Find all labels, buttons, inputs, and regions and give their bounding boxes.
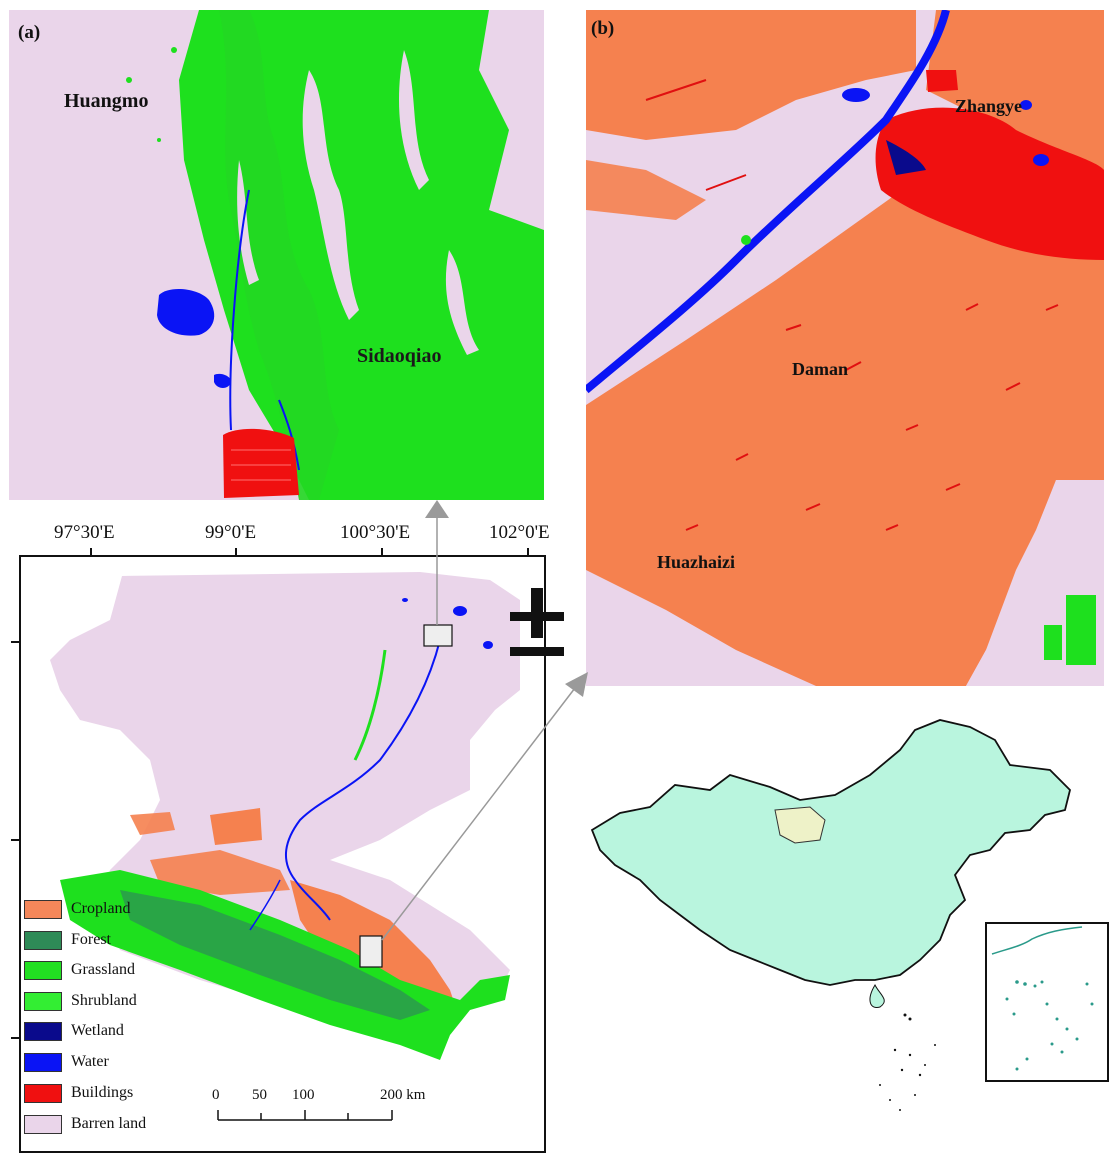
place-zhangye: Zhangye xyxy=(955,96,1023,116)
place-sidaoqiao: Sidaoqiao xyxy=(357,345,442,367)
panel-a-label: (a) xyxy=(18,22,41,43)
longitude-label-4: 102°0'E xyxy=(489,522,550,543)
inset-box-b xyxy=(359,935,383,968)
legend-item-wetland: Wetland xyxy=(24,1020,124,1042)
longitude-label-2: 99°0'E xyxy=(205,522,257,543)
north-arrow-icon xyxy=(510,588,564,656)
longitude-label-1: 97°30'E xyxy=(54,522,115,543)
scale-label-50: 50 xyxy=(252,1087,267,1103)
place-huangmo: Huangmo xyxy=(64,90,149,112)
inset-box-a xyxy=(423,624,453,647)
panel-b-landcover xyxy=(586,10,1104,686)
study-area-frame xyxy=(19,555,546,1153)
legend-item-cropland: Cropland xyxy=(24,898,131,920)
longitude-label-3: 100°30'E xyxy=(340,522,411,543)
panel-a-map xyxy=(9,10,544,500)
scale-label-200km: 200 km xyxy=(380,1087,426,1103)
place-huazhaizi: Huazhaizi xyxy=(657,552,736,572)
scale-label-0: 0 xyxy=(212,1087,220,1103)
legend-item-shrubland: Shrubland xyxy=(24,990,137,1012)
panel-b-map xyxy=(586,10,1104,686)
legend-item-forest: Forest xyxy=(24,929,111,951)
legend-item-barren-land: Barren land xyxy=(24,1113,146,1135)
legend-item-grassland: Grassland xyxy=(24,959,135,981)
legend-item-buildings: Buildings xyxy=(24,1082,133,1104)
panel-b-label: (b) xyxy=(591,18,615,39)
legend-item-water: Water xyxy=(24,1051,109,1073)
place-daman: Daman xyxy=(792,359,849,379)
panel-a-landcover xyxy=(9,10,544,500)
china-locator-map xyxy=(590,719,1071,1111)
scale-label-100: 100 xyxy=(292,1087,315,1103)
south-china-sea-inset xyxy=(985,922,1109,1082)
